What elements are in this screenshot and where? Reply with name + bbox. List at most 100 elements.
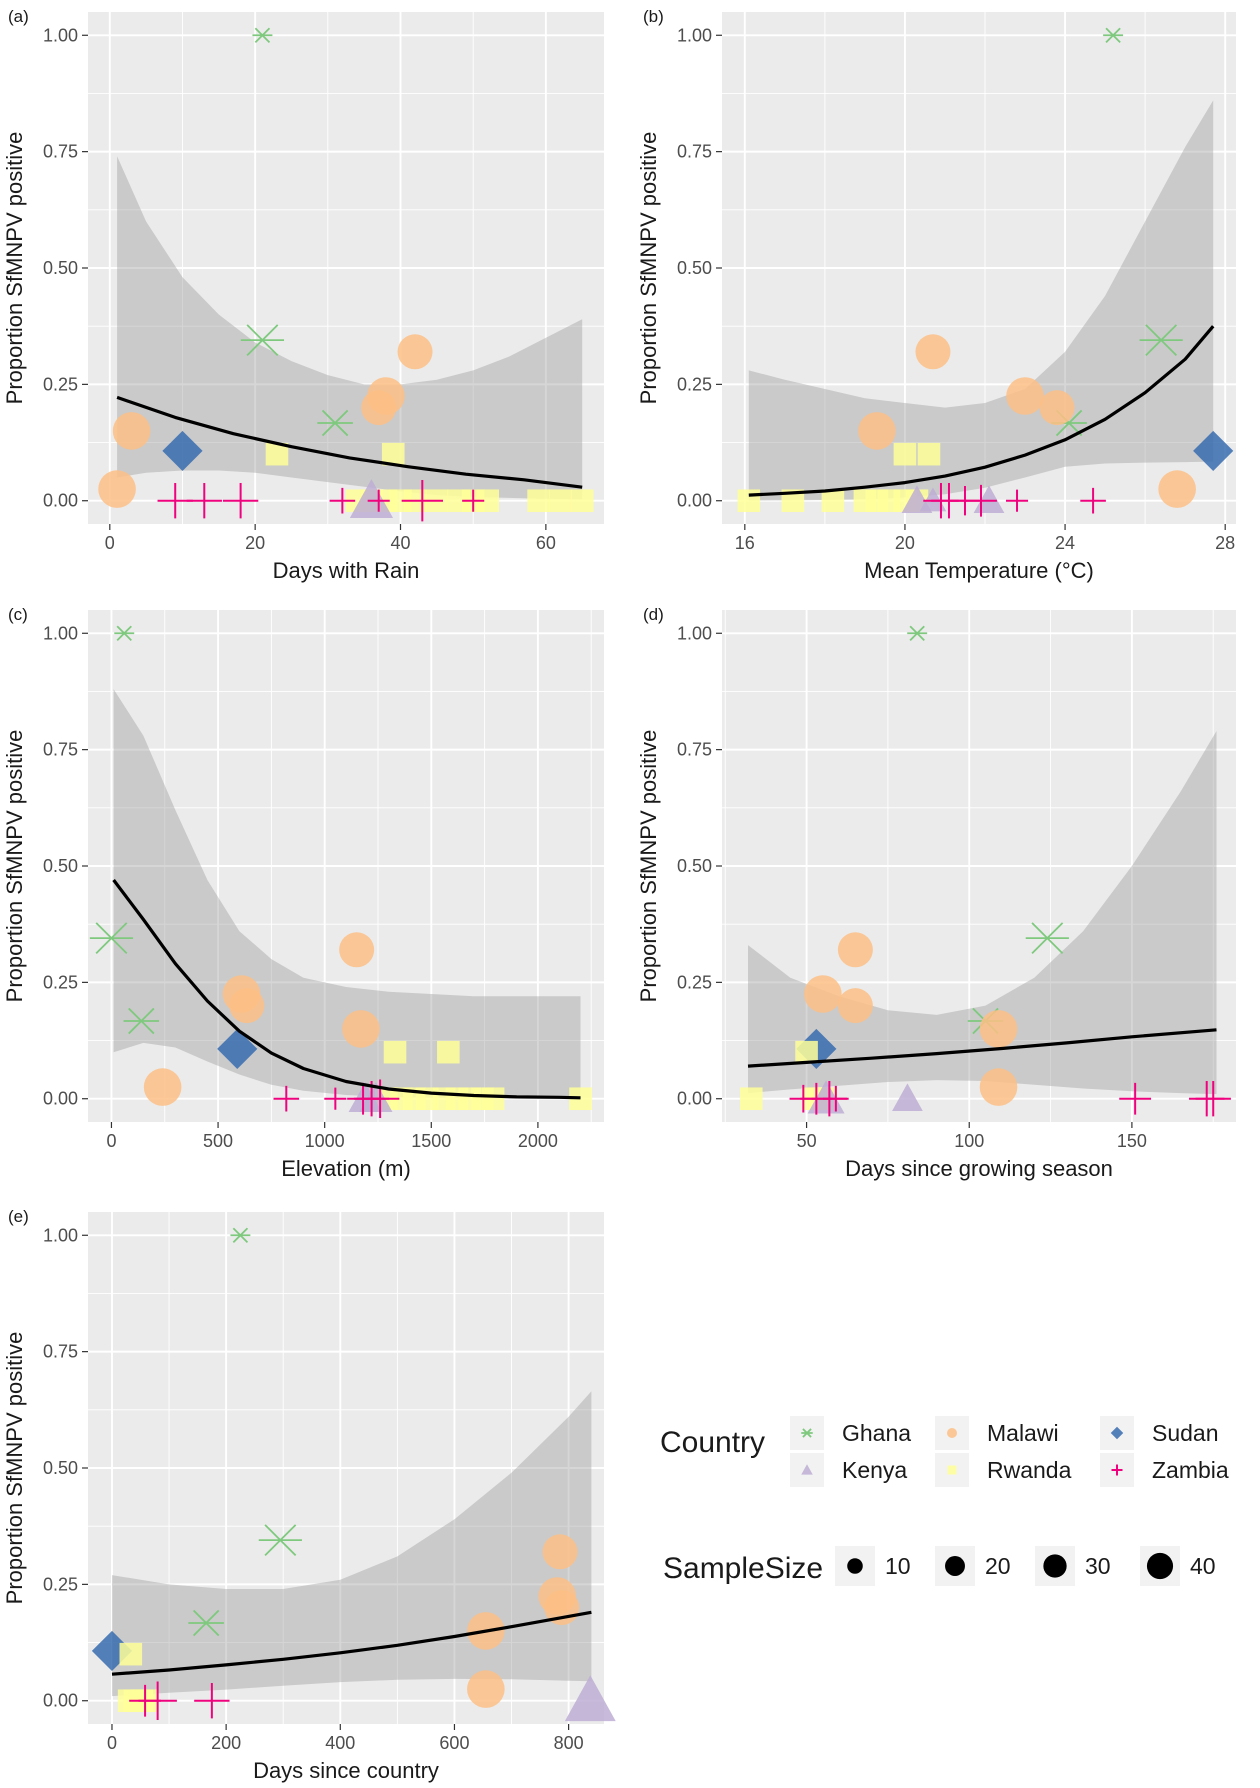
point-ghana	[907, 625, 928, 641]
x-axis-label: Days with Rain	[273, 558, 420, 583]
panel-tag: (a)	[8, 7, 29, 26]
y-tick-label: 0.75	[43, 740, 78, 760]
y-axis-label: Proportion SfMNPV positive	[2, 730, 27, 1003]
y-tick-label: 0.00	[43, 491, 78, 511]
point-rwanda	[476, 489, 500, 513]
point-rwanda	[527, 489, 550, 513]
point-rwanda	[549, 489, 572, 513]
legend-size-label: 20	[985, 1553, 1011, 1579]
panel-tag: (c)	[8, 605, 28, 624]
y-tick-label: 0.75	[43, 1342, 78, 1362]
point-rwanda	[737, 489, 761, 513]
point-rwanda	[917, 442, 941, 466]
point-rwanda	[265, 442, 289, 466]
panel-a: 0 20 40 60 0.00 0.25 0.50 0.75 1.00 Days with Rai…	[2, 7, 604, 583]
y-tick-label: 1.00	[677, 25, 712, 45]
y-tick-label: 0.50	[677, 258, 712, 278]
legend-country-title: Country	[660, 1426, 765, 1459]
y-axis-label: Proportion SfMNPV positive	[2, 132, 27, 405]
point-malawi	[98, 470, 136, 508]
point-malawi	[342, 1010, 380, 1048]
point-malawi	[837, 932, 873, 968]
y-tick-label: 0.25	[677, 972, 712, 992]
point-malawi	[397, 334, 433, 370]
y-tick-label: 0.00	[677, 1089, 712, 1109]
x-tick-label: 20	[245, 533, 265, 553]
y-tick-label: 1.00	[43, 25, 78, 45]
y-tick-label: 0.50	[43, 856, 78, 876]
data-points	[91, 1227, 616, 1722]
point-ghana	[114, 625, 135, 641]
x-tick-label: 0	[106, 1131, 116, 1151]
point-malawi	[112, 412, 151, 450]
legend: Country Ghana Kenya Malawi Rwanda Sudan Zambia…	[660, 1416, 1229, 1586]
data-points	[98, 27, 594, 522]
x-tick-label: 1500	[411, 1131, 451, 1151]
point-rwanda	[795, 1040, 818, 1064]
x-tick-label: 2000	[518, 1131, 558, 1151]
panel-e: 0 200 400 600 800 0.00 0.25 0.50 0.75 1.00 Days si…	[2, 1207, 616, 1783]
point-ghana	[240, 324, 285, 357]
point-malawi	[1158, 470, 1196, 508]
point-rwanda	[821, 489, 845, 513]
point-zambia	[401, 480, 443, 522]
point-rwanda	[569, 1087, 592, 1111]
legend-size-30: 30	[1035, 1546, 1111, 1586]
legend-size-10: 10	[835, 1546, 911, 1586]
point-kenya	[919, 487, 947, 512]
point-ghana	[188, 1609, 224, 1637]
x-tick-label: 20	[895, 533, 915, 553]
point-malawi	[837, 988, 873, 1024]
y-tick-label: 0.00	[677, 491, 712, 511]
x-tick-label: 50	[797, 1131, 817, 1151]
point-zambia	[1195, 1081, 1231, 1117]
point-rwanda	[437, 1040, 460, 1064]
point-malawi	[979, 1068, 1018, 1106]
point-rwanda	[781, 489, 805, 513]
y-tick-label: 0.50	[43, 258, 78, 278]
point-zambia	[1080, 487, 1106, 514]
point-zambia	[823, 1085, 849, 1112]
x-tick-label: 500	[203, 1131, 233, 1151]
legend-item-rwanda: Rwanda	[935, 1453, 1072, 1487]
point-malawi	[143, 1068, 182, 1106]
x-tick-label: 1000	[305, 1131, 345, 1151]
confidence-ribbon	[748, 100, 1214, 501]
legend-label: Ghana	[842, 1420, 911, 1446]
point-zambia	[462, 489, 485, 512]
y-tick-label: 0.25	[43, 1574, 78, 1594]
point-malawi	[467, 1670, 505, 1708]
point-malawi	[229, 988, 265, 1024]
x-tick-label: 28	[1215, 533, 1235, 553]
confidence-ribbon	[117, 156, 583, 500]
legend-item-zambia: Zambia	[1100, 1453, 1229, 1487]
legend-size-dot	[1146, 1552, 1174, 1580]
data-points	[737, 27, 1234, 519]
panels: 0 20 40 60 0.00 0.25 0.50 0.75 1.00 Days with Rai…	[2, 7, 1236, 1783]
point-malawi	[367, 377, 405, 415]
y-tick-label: 0.75	[677, 740, 712, 760]
point-malawi	[1006, 377, 1044, 415]
point-sudan	[217, 1028, 258, 1070]
fit-line	[111, 1610, 592, 1676]
x-axis-label: Days since country	[253, 1758, 439, 1783]
y-tick-label: 0.00	[43, 1089, 78, 1109]
point-malawi	[804, 975, 842, 1013]
point-rwanda	[893, 442, 917, 466]
fit-line	[747, 1028, 1217, 1068]
x-tick-label: 400	[325, 1733, 355, 1753]
point-zambia	[965, 484, 997, 517]
legend-label: Kenya	[842, 1457, 907, 1483]
x-axis-label: Mean Temperature (°C)	[864, 558, 1094, 583]
point-zambia	[1005, 489, 1029, 512]
fit-line	[116, 395, 583, 489]
y-tick-label: 0.50	[43, 1458, 78, 1478]
legend-label: Malawi	[987, 1420, 1059, 1446]
y-axis-label: Proportion SfMNPV positive	[2, 1332, 27, 1605]
legend-size-dot	[1043, 1554, 1067, 1578]
point-malawi	[339, 932, 375, 968]
x-tick-label: 0	[107, 1733, 117, 1753]
x-tick-label: 0	[105, 533, 115, 553]
x-axis-label: Days since growing season	[845, 1156, 1113, 1181]
